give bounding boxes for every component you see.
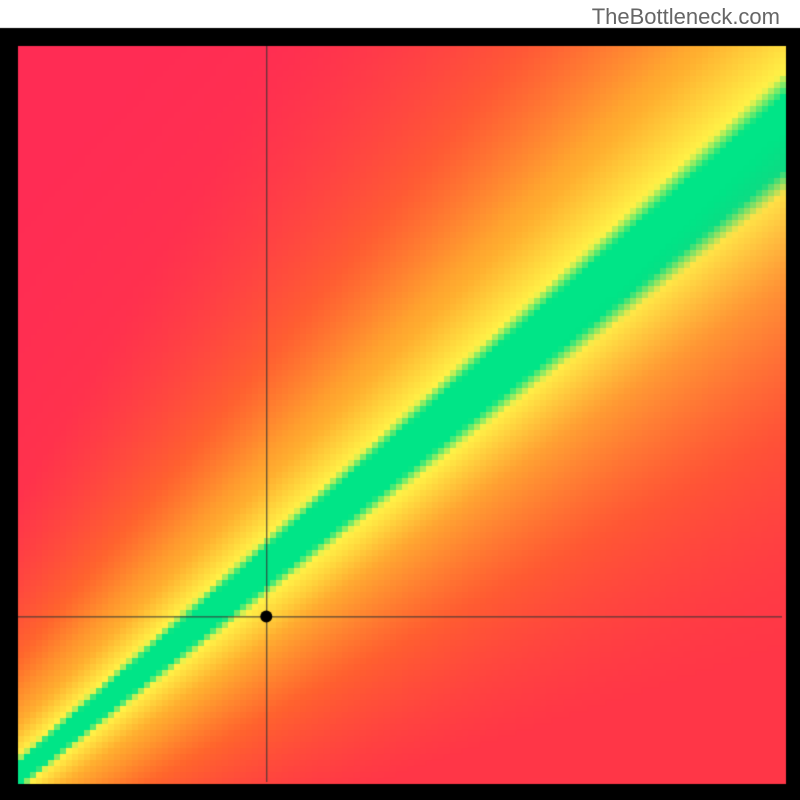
heatmap-canvas xyxy=(0,0,800,800)
watermark-text: TheBottleneck.com xyxy=(592,4,780,30)
chart-container: TheBottleneck.com xyxy=(0,0,800,800)
